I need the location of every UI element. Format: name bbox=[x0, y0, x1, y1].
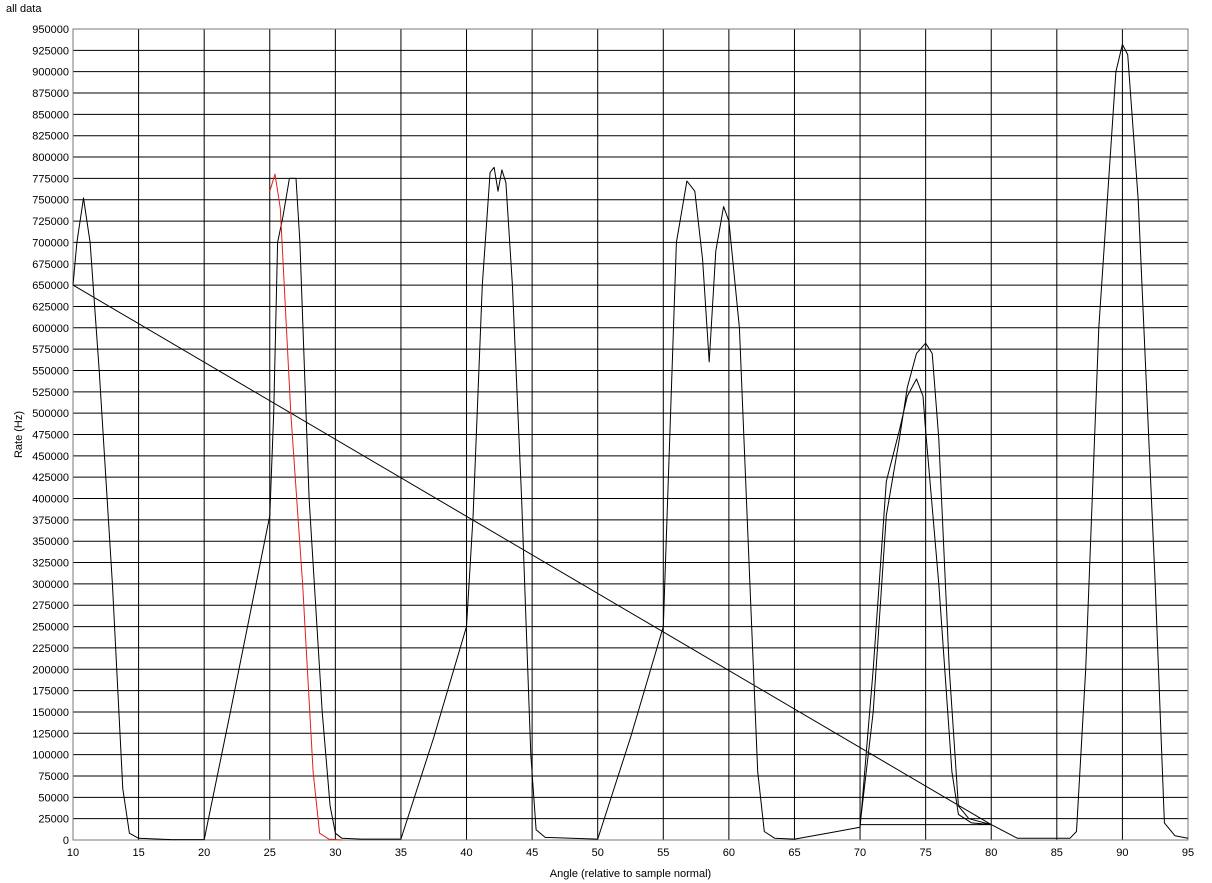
x-tick-label: 25 bbox=[264, 847, 276, 859]
y-tick-label: 350000 bbox=[32, 536, 69, 548]
x-tick-label: 35 bbox=[395, 847, 407, 859]
y-tick-label: 25000 bbox=[38, 814, 69, 826]
series-line-1 bbox=[72, 43, 1189, 841]
y-tick-label: 100000 bbox=[32, 750, 69, 762]
x-tick-label: 55 bbox=[657, 847, 669, 859]
x-tick-label: 45 bbox=[526, 847, 538, 859]
x-tick-label: 20 bbox=[198, 847, 210, 859]
y-tick-label: 550000 bbox=[32, 365, 69, 377]
y-tick-label: 625000 bbox=[32, 301, 69, 313]
y-tick-label: 50000 bbox=[38, 792, 69, 804]
x-tick-label: 50 bbox=[592, 847, 604, 859]
x-tick-label: 60 bbox=[723, 847, 735, 859]
y-tick-label: 825000 bbox=[32, 131, 69, 143]
x-tick-labels: 10 15 20 25 30 35 40 45 50 55 60 65 70 75 80 85 90 95 bbox=[67, 847, 1194, 859]
y-tick-label: 475000 bbox=[32, 430, 69, 442]
y-tick-label: 375000 bbox=[32, 515, 69, 527]
x-tick-label: 75 bbox=[920, 847, 932, 859]
plot-border bbox=[72, 28, 1189, 841]
y-tick-label: 850000 bbox=[32, 109, 69, 121]
y-tick-label: 650000 bbox=[32, 280, 69, 292]
x-tick-label: 80 bbox=[985, 847, 997, 859]
x-axis-label: Angle (relative to sample normal) bbox=[550, 868, 711, 880]
series-layer bbox=[72, 43, 1189, 841]
y-tick-label: 425000 bbox=[32, 472, 69, 484]
y-tick-label: 175000 bbox=[32, 686, 69, 698]
y-tick-label: 925000 bbox=[32, 45, 69, 57]
y-tick-label: 750000 bbox=[32, 195, 69, 207]
grid-layer bbox=[72, 28, 1189, 841]
x-tick-label: 70 bbox=[854, 847, 866, 859]
y-tick-label: 400000 bbox=[32, 494, 69, 506]
x-tick-label: 90 bbox=[1116, 847, 1128, 859]
y-tick-label: 125000 bbox=[32, 728, 69, 740]
y-tick-label: 725000 bbox=[32, 216, 69, 228]
y-tick-label: 575000 bbox=[32, 344, 69, 356]
x-tick-label: 40 bbox=[460, 847, 472, 859]
y-tick-labels: 0 25000 50000 75000 100000 125000 150000 175000… bbox=[32, 24, 69, 847]
x-tick-label: 65 bbox=[788, 847, 800, 859]
y-tick-label: 875000 bbox=[32, 88, 69, 100]
x-tick-label: 10 bbox=[67, 847, 79, 859]
y-tick-label: 325000 bbox=[32, 558, 69, 570]
y-tick-label: 300000 bbox=[32, 579, 69, 591]
y-tick-label: 250000 bbox=[32, 622, 69, 634]
y-tick-label: 225000 bbox=[32, 643, 69, 655]
y-tick-label: 700000 bbox=[32, 237, 69, 249]
y-tick-label: 525000 bbox=[32, 387, 69, 399]
y-tick-label: 675000 bbox=[32, 259, 69, 271]
chart-title: all data bbox=[6, 3, 42, 15]
y-tick-label: 775000 bbox=[32, 173, 69, 185]
y-tick-label: 0 bbox=[63, 835, 69, 847]
y-tick-label: 950000 bbox=[32, 24, 69, 36]
x-tick-label: 30 bbox=[329, 847, 341, 859]
y-tick-label: 450000 bbox=[32, 451, 69, 463]
y-tick-label: 600000 bbox=[32, 323, 69, 335]
series-line-2 bbox=[269, 173, 342, 841]
y-tick-label: 800000 bbox=[32, 152, 69, 164]
y-axis-label: Rate (Hz) bbox=[13, 411, 25, 458]
y-tick-label: 150000 bbox=[32, 707, 69, 719]
y-tick-label: 75000 bbox=[38, 771, 69, 783]
y-tick-label: 900000 bbox=[32, 67, 69, 79]
x-tick-label: 85 bbox=[1051, 847, 1063, 859]
x-tick-label: 95 bbox=[1182, 847, 1194, 859]
x-tick-label: 15 bbox=[132, 847, 144, 859]
y-tick-label: 275000 bbox=[32, 600, 69, 612]
y-tick-label: 500000 bbox=[32, 408, 69, 420]
y-tick-label: 200000 bbox=[32, 664, 69, 676]
